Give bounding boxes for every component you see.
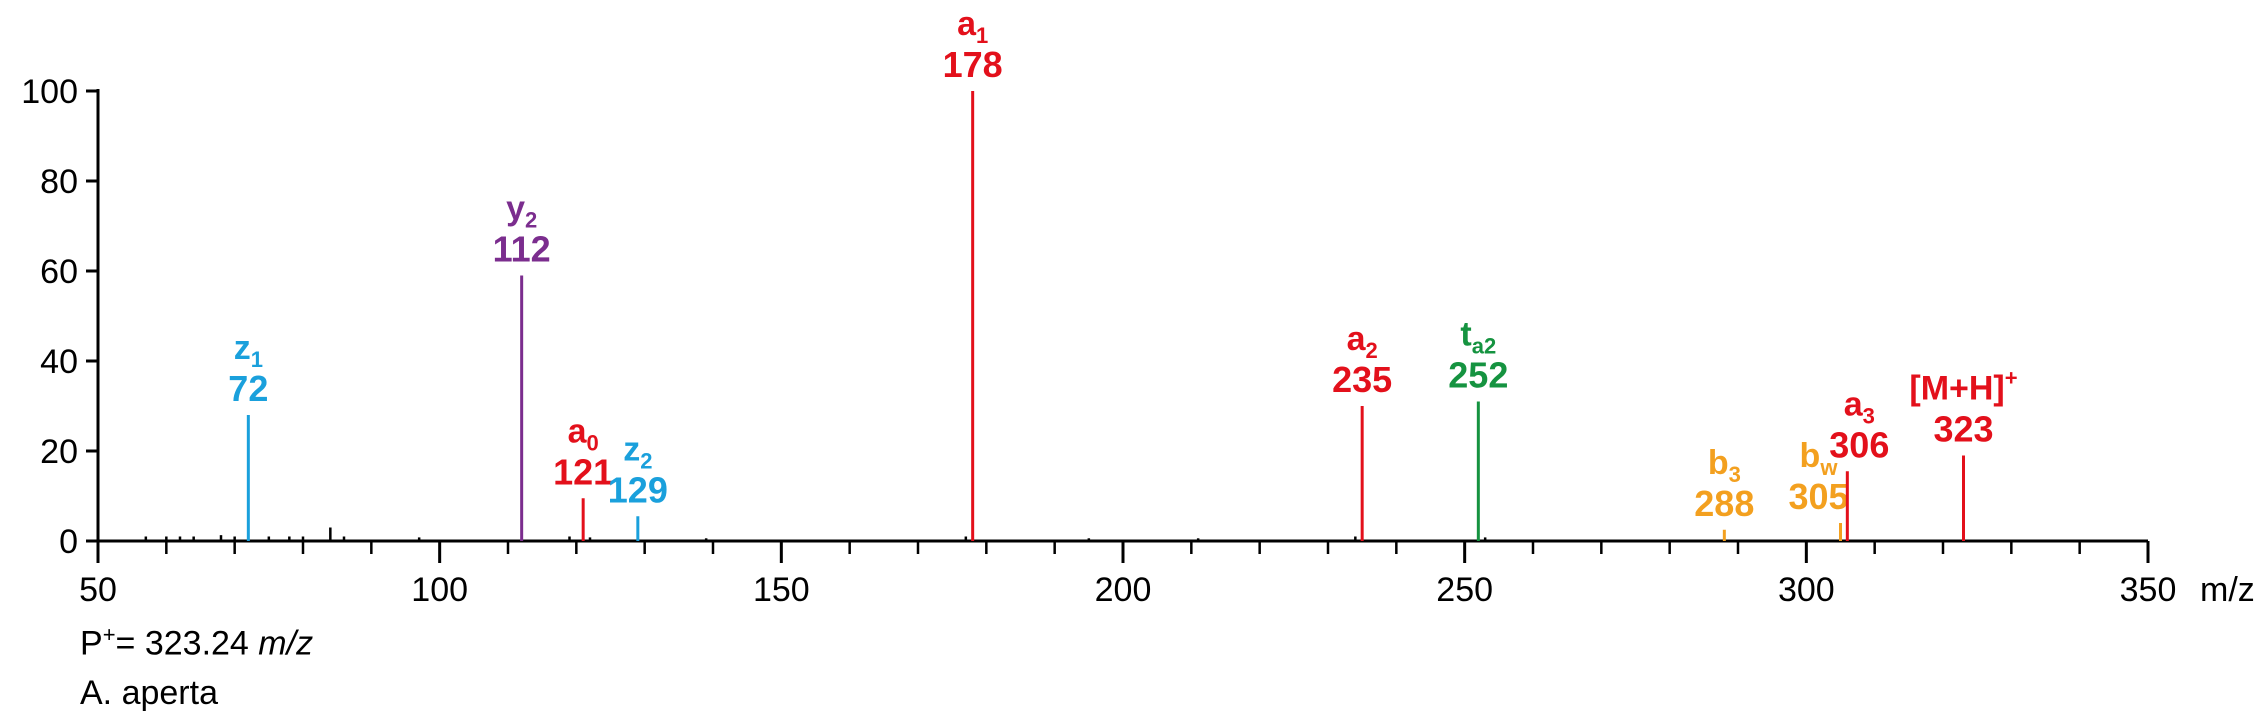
peak-ion-subscript: 3	[1729, 462, 1741, 487]
peak-ion-subscript: 0	[587, 430, 599, 455]
y-tick-label: 80	[40, 163, 78, 201]
peak-ion-name: t	[1460, 316, 1471, 354]
peak-mz-label: 129	[608, 469, 668, 510]
sample-name: A. aperta	[80, 674, 218, 712]
y-tick-label: 0	[59, 523, 78, 561]
y-tick-label: 40	[40, 343, 78, 381]
peak-mz-label: 121	[553, 451, 613, 492]
peak-ion-name: a	[957, 5, 977, 43]
x-tick-label: 300	[1778, 571, 1835, 609]
labeled-peaks: 72z1112y2121a0129z2178a1235a2252ta2288b3…	[228, 5, 2018, 541]
peak-ion-name: z	[623, 430, 640, 468]
peak-mz-label: 112	[493, 229, 551, 270]
peak-mz-label: 252	[1448, 355, 1508, 396]
x-tick-label: 150	[753, 571, 810, 609]
x-tick-label: 350	[2120, 571, 2177, 609]
peak-ion-subscript: w	[1819, 455, 1838, 480]
x-tick-label: 50	[79, 571, 117, 609]
peak-ion-name: b	[1800, 437, 1821, 475]
peak-ion-label: z1	[234, 329, 263, 372]
x-axis-label: m/z	[2200, 571, 2255, 609]
peak-mz-label: 306	[1829, 424, 1889, 465]
x-tick-label: 100	[411, 571, 468, 609]
peak-ion-name: z	[234, 329, 251, 367]
peak-ion-label: z2	[623, 430, 652, 473]
peak-ion-name: a	[1844, 385, 1864, 423]
peak-ion-label: a3	[1844, 385, 1875, 428]
peak-ion-label: ta2	[1460, 316, 1496, 359]
y-tick-label: 100	[21, 73, 78, 111]
peak-ion-superscript: +	[2005, 366, 2018, 391]
peak-ion-label: [M+H]+	[1909, 366, 2017, 408]
peak-ion-name: a	[568, 412, 588, 450]
peak-mz-label: 288	[1694, 483, 1754, 524]
peak-ion-name: a	[1347, 320, 1367, 358]
peak-ion-subscript: 1	[976, 23, 988, 48]
peak-ion-label: a2	[1347, 320, 1378, 363]
noise-peaks	[144, 527, 1487, 541]
peak-ion-name: [M+H]	[1909, 370, 2004, 408]
peak-mz-label: 178	[943, 44, 1003, 85]
peak-mz-label: 323	[1933, 409, 1993, 450]
precursor-prefix: P	[80, 624, 103, 663]
peak-ion-label: a0	[568, 412, 599, 455]
precursor-mass-note: P+= 323.24 m/z	[80, 622, 313, 663]
y-tick-label: 60	[40, 253, 78, 291]
x-tick-label: 200	[1095, 571, 1152, 609]
peak-ion-label: y2	[506, 190, 537, 233]
peak-ion-subscript: 2	[1366, 338, 1378, 363]
peak-mz-label: 235	[1332, 359, 1392, 400]
y-tick-label: 20	[40, 433, 78, 471]
peak-ion-subscript: a2	[1472, 334, 1496, 359]
peak-ion-label: a1	[957, 5, 988, 48]
peak-mz-label: 305	[1788, 476, 1848, 517]
precursor-unit: m/z	[258, 624, 314, 663]
peak-ion-label: b3	[1708, 444, 1741, 487]
peak-ion-name: y	[506, 190, 525, 228]
x-tick-label: 250	[1436, 571, 1493, 609]
peak-ion-subscript: 1	[251, 347, 263, 372]
peak-ion-name: b	[1708, 444, 1729, 482]
precursor-value: = 323.24	[115, 624, 259, 663]
peak-ion-subscript: 2	[525, 208, 537, 233]
peak-ion-subscript: 3	[1863, 403, 1875, 428]
peak-ion-subscript: 2	[640, 448, 652, 473]
precursor-charge: +	[102, 622, 116, 647]
peak-ion-label: bw	[1800, 437, 1839, 480]
peak-mz-label: 72	[228, 368, 268, 409]
